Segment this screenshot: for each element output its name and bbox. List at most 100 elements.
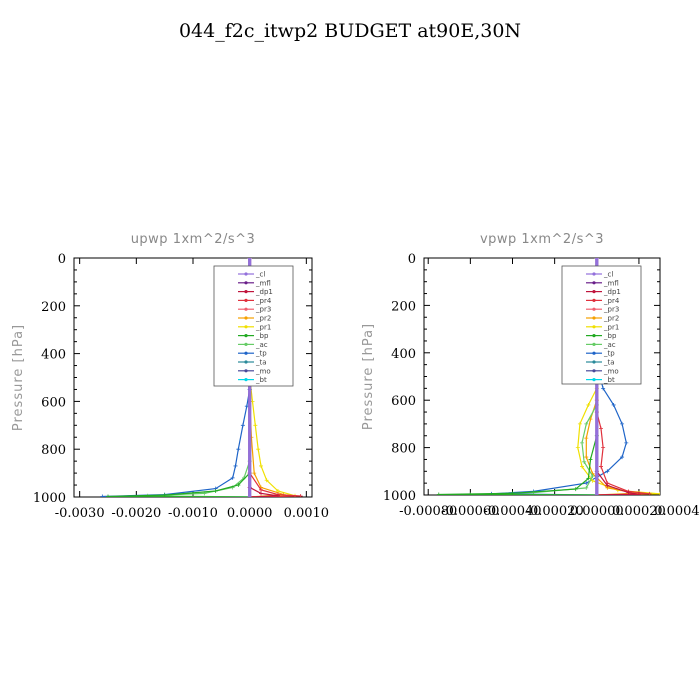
y-axis-label: Pressure [hPa] [361,323,376,430]
legend-label: _mo [255,367,271,375]
legend-label: _mfl [603,279,619,287]
legend-label: _bt [255,376,267,384]
chart-panel-2: vpwp 1xm^2/s^3 Pressure [hPa] 0 200 400 600 80… [361,232,700,519]
legend-marker [244,316,248,320]
data-point [247,495,252,497]
data-point [230,475,235,480]
legend-label: _ac [255,341,268,349]
data-point [240,423,245,428]
x-tick-label: 0.00040 [654,504,700,519]
legend: _cl_mfl_dp1_pr4_pr3_pr2_pr1_bp_ac_tp_ta_… [213,265,294,387]
data-point [259,491,263,496]
legend: _cl_mfl_dp1_pr4_pr3_pr2_pr1_bp_ac_tp_ta_… [561,265,642,385]
series-group [436,258,660,495]
legend-label: _ta [255,359,267,367]
data-point [236,447,241,452]
legend-marker [592,307,596,311]
legend-label: _mfl [255,279,271,287]
y-tick-label: 1000 [383,489,416,504]
data-point [100,494,105,497]
legend-label: _ac [603,341,616,349]
legend-label: _pr4 [255,297,272,305]
legend-label: _bp [255,332,269,340]
data-point [611,402,616,407]
data-point [594,493,599,495]
legend-marker [244,342,248,346]
legend-marker [244,360,248,364]
legend-marker [592,378,596,382]
legend-marker [592,334,596,338]
data-point [636,492,641,495]
x-tick-label: 0.00020 [612,504,666,519]
legend-marker [244,325,248,329]
x-tick-label: -0.00060 [441,504,499,519]
y-axis-label: Pressure [hPa] [11,324,26,431]
x-tick-label: -0.0030 [55,506,105,521]
data-point [264,478,269,483]
legend-marker [592,290,596,294]
legend-marker [592,369,596,373]
data-point [588,457,593,462]
data-point [626,490,631,495]
data-point [594,258,599,260]
data-point [599,426,603,431]
data-point [236,483,241,488]
data-point [586,476,591,481]
legend-marker [244,378,248,382]
data-point [601,386,606,391]
data-point [106,494,110,497]
legend-marker [592,351,596,355]
legend-label: _cl [603,271,613,279]
data-point [244,404,249,409]
data-point [584,455,589,460]
data-point [580,440,585,445]
legend-box [561,265,642,385]
data-point [213,489,218,494]
x-tick-label: 0.0000 [227,506,273,521]
legend-marker [592,325,596,329]
legend-label: _mo [603,367,619,375]
data-point [590,478,595,483]
data-point [259,463,263,468]
data-point [575,445,580,450]
legend-label: _bt [603,376,615,384]
x-tick-label: -0.0010 [168,506,218,521]
y-tick-label: 400 [41,348,66,363]
y-tick-label: 800 [391,442,416,457]
y-tick-label: 0 [408,252,416,267]
data-point [620,455,625,460]
legend-label: _tp [603,350,615,358]
data-point [256,447,261,452]
data-point [162,493,167,497]
data-point [233,463,238,468]
legend-marker [592,272,596,276]
legend-label: _dp1 [603,288,621,296]
data-point [259,487,263,492]
data-point [510,491,515,495]
x-tick-label: -0.00040 [483,504,541,519]
data-point [252,471,257,476]
data-point [584,481,589,486]
y-tick-label: 0 [58,252,66,267]
y-tick-label: 400 [391,347,416,362]
legend-label: _cl [255,271,265,279]
legend-marker [244,298,248,302]
legend-marker [244,307,248,311]
legend-marker [592,281,596,285]
data-point [573,487,578,492]
data-point [580,464,585,469]
data-point [436,492,441,495]
legend-label: _pr3 [603,306,619,314]
legend-marker [592,316,596,320]
x-tick-label: 0.00000 [570,504,624,519]
data-point [531,490,536,495]
data-point [590,474,595,479]
legend-label: _pr1 [255,323,271,331]
legend-label: _pr2 [603,315,619,323]
legend-label: _pr3 [255,306,271,314]
data-point [658,491,660,495]
data-point [601,445,606,450]
data-point [582,459,587,464]
data-point [624,440,629,445]
